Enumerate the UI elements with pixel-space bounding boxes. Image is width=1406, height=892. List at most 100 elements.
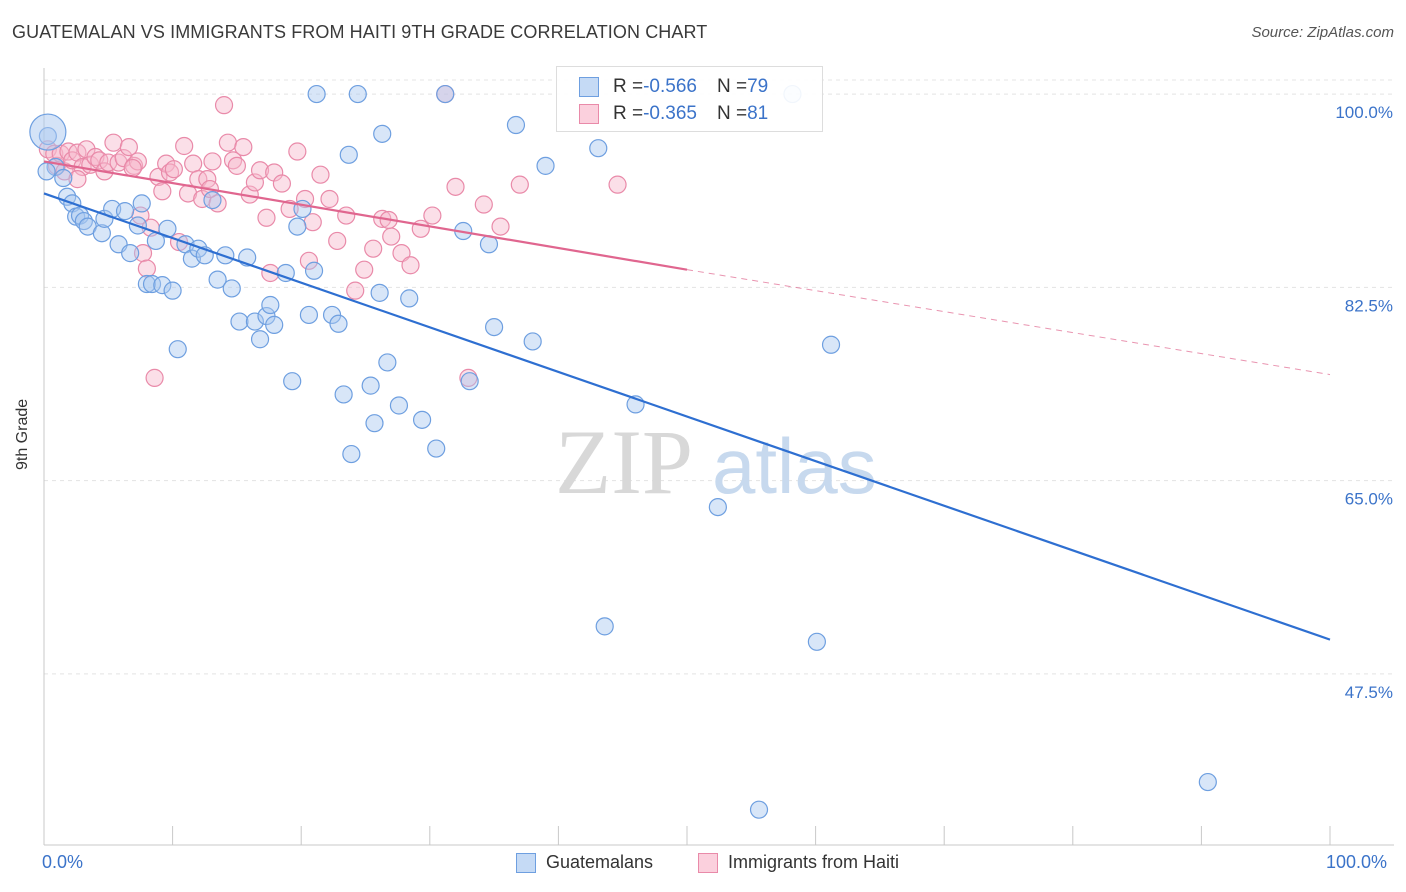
haiti-point <box>364 239 383 258</box>
guatemalan-point <box>95 209 114 228</box>
legend-n-value: 79 <box>747 76 769 97</box>
haiti-point <box>145 368 164 387</box>
bottom-legend-label: Immigrants from Haiti <box>728 852 900 872</box>
legend-n-label: N = <box>716 76 748 97</box>
grid-lines <box>44 79 1394 675</box>
haiti-point <box>234 137 253 157</box>
guatemalan-point <box>163 281 182 300</box>
bottom-legend-swatch-pink <box>698 852 718 873</box>
legend-n-value: 81 <box>747 103 769 124</box>
guatemalan-point <box>168 340 187 359</box>
legend-n-label: N = <box>716 103 748 124</box>
trend-line-haiti <box>43 160 688 271</box>
legend-swatch-blue <box>579 77 599 97</box>
haiti-point <box>423 206 442 225</box>
guatemalan-point <box>245 312 265 331</box>
guatemalan-point <box>283 372 302 391</box>
guatemalan-point <box>307 84 326 104</box>
haiti-point <box>510 175 529 194</box>
haiti-point <box>355 260 374 279</box>
guatemalan-point <box>132 194 151 213</box>
haiti-point <box>346 281 365 300</box>
watermark: ZIP atlas <box>555 411 877 513</box>
haiti-point <box>184 154 203 173</box>
bottom-legend-haiti: Immigrants from Haiti <box>698 852 899 873</box>
guatemalan-point <box>807 632 826 651</box>
haiti-point <box>104 133 123 152</box>
legend-row-haiti: R = -0.365 N = 81 <box>579 102 768 126</box>
guatemalan-point <box>708 497 727 517</box>
guatemalan-point <box>37 162 56 181</box>
guatemalan-point <box>261 295 280 315</box>
guatemalan-point <box>821 335 841 354</box>
haiti-point <box>250 161 270 180</box>
x-tick-max: 100.0% <box>1326 852 1388 872</box>
x-tick-min: 0.0% <box>42 852 84 872</box>
guatemalan-point <box>250 330 270 349</box>
guatemalan-point <box>595 617 614 636</box>
guatemalan-point <box>523 332 542 351</box>
guatemalan-point <box>115 202 135 221</box>
haiti-point <box>272 174 292 193</box>
haiti-point <box>68 170 87 189</box>
trend-lines <box>43 160 1331 641</box>
legend-row-guatemalans: R = -0.566 N = 79 <box>579 75 768 99</box>
haiti-point <box>119 137 138 157</box>
guatemalan-point <box>276 263 295 283</box>
legend-r-value: -0.566 <box>643 76 697 97</box>
guatemalan-point <box>400 289 419 308</box>
guatemalan-point <box>378 353 397 372</box>
watermark-atlas: atlas <box>712 422 877 510</box>
haiti-point <box>153 182 172 201</box>
haiti-point <box>214 96 234 115</box>
haiti-point <box>392 244 411 263</box>
haiti-point <box>164 160 183 179</box>
guatemalan-point <box>288 217 307 236</box>
legend-r-value: -0.365 <box>643 103 697 124</box>
chart-title: GUATEMALAN VS IMMIGRANTS FROM HAITI 9TH … <box>12 22 708 42</box>
haiti-point <box>280 199 299 219</box>
guatemalan-point <box>54 168 73 188</box>
source-label: Source: ZipAtlas.com <box>1251 24 1394 41</box>
watermark-zip: ZIP <box>555 411 693 513</box>
haiti-point <box>491 217 510 236</box>
guatemalan-point <box>230 312 249 331</box>
haiti-point <box>474 195 493 214</box>
y-tick-label: 100.0% <box>1335 103 1393 122</box>
haiti-point <box>137 259 156 278</box>
guatemalan-point <box>370 283 389 302</box>
guatemalan-point <box>427 439 446 458</box>
guatemalan-point <box>506 115 526 135</box>
guatemalan-point <box>208 270 227 289</box>
guatemalan-point <box>536 156 555 175</box>
guatemalan-point <box>1198 772 1217 792</box>
haiti-point <box>299 251 319 270</box>
guatemalan-point <box>304 261 324 280</box>
haiti-point <box>208 194 227 213</box>
guatemalan-point <box>203 190 222 210</box>
guatemalan-point <box>365 414 384 433</box>
legend: R = -0.566 N = 79 R = -0.365 N = 81 <box>556 66 823 132</box>
haiti-point <box>175 136 194 156</box>
bottom-legend-swatch-blue <box>516 852 536 873</box>
y-tick-label: 47.5% <box>1345 683 1393 702</box>
legend-swatch-pink <box>579 104 599 124</box>
haiti-point <box>203 152 222 171</box>
guatemalan-point <box>153 276 172 295</box>
guatemalan-point <box>373 124 392 143</box>
y-tick-label: 82.5% <box>1345 296 1393 315</box>
haiti-point <box>218 133 237 152</box>
guatemalan-point <box>334 385 353 404</box>
haiti-point <box>320 189 339 209</box>
guatemalan-point <box>348 84 367 104</box>
haiti-point <box>382 227 401 246</box>
haiti-point <box>401 256 420 275</box>
y-tick-labels: 100.0% 82.5% 65.0% 47.5% <box>1335 103 1393 702</box>
guatemalan-point <box>749 800 769 819</box>
guatemalan-point <box>342 444 361 464</box>
guatemalan-point <box>137 274 156 294</box>
guatemalan-point <box>412 410 432 429</box>
guatemalan-point-large <box>29 113 67 151</box>
guatemalan-point <box>121 244 140 263</box>
legend-r-label: R = <box>613 76 644 97</box>
